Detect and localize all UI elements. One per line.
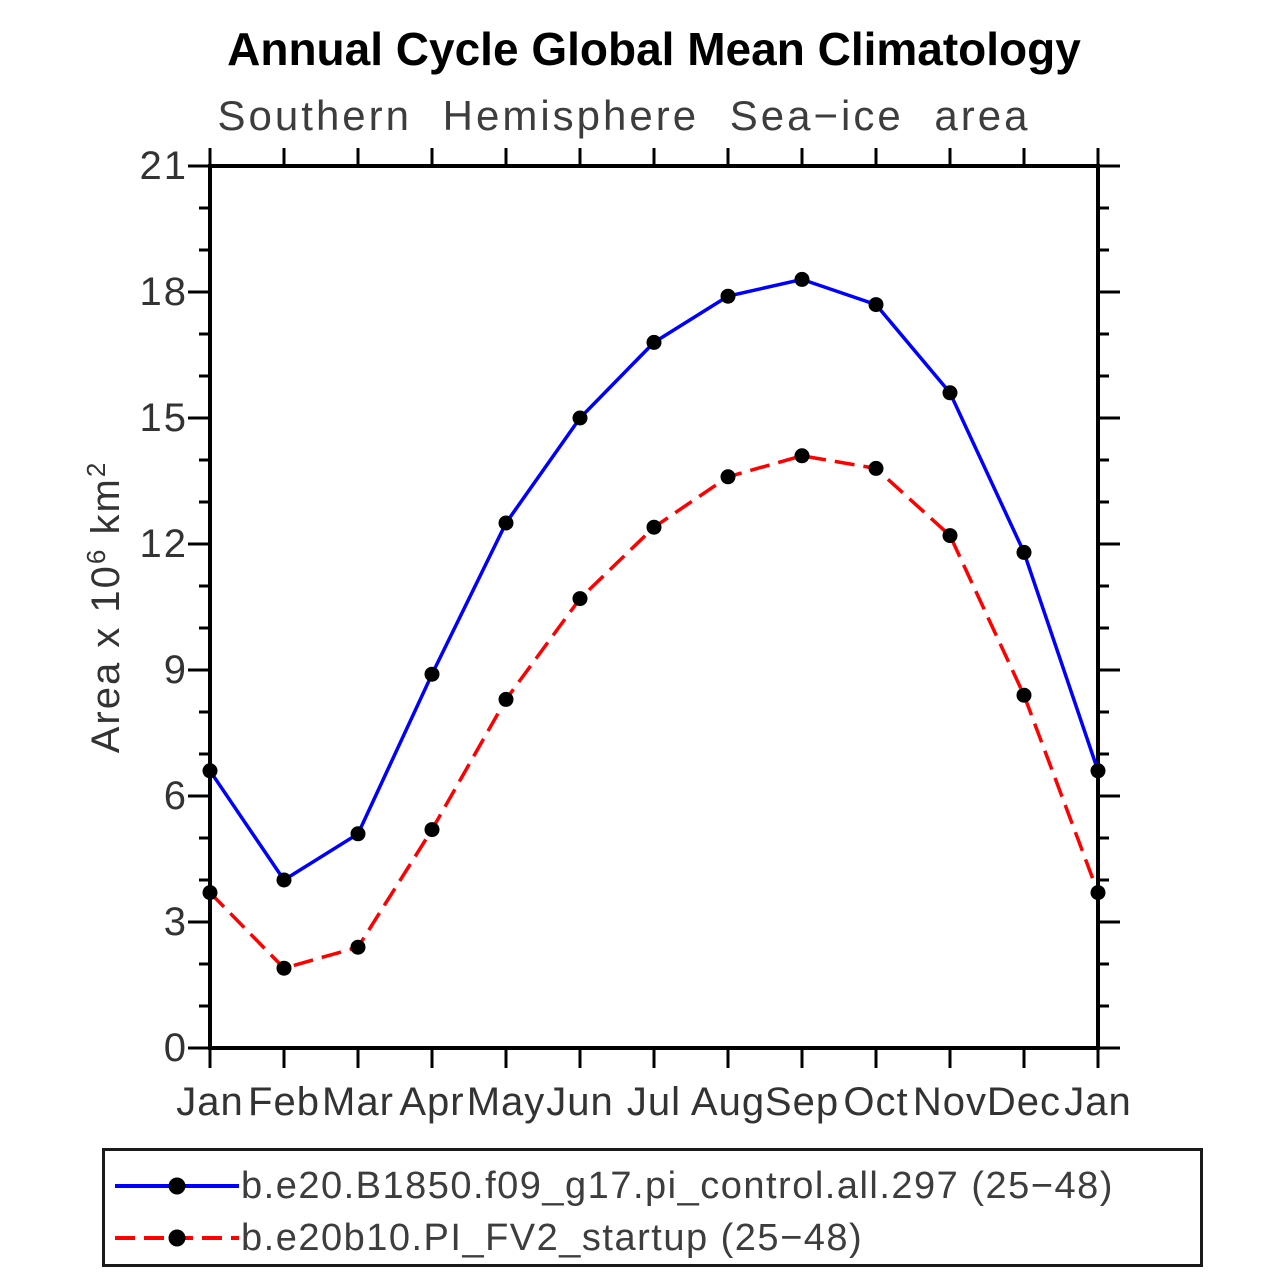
y-tick-label: 15 (139, 396, 188, 440)
x-tick-label: Jan (1064, 1080, 1132, 1124)
data-point-marker (276, 872, 292, 888)
x-tick-label: May (466, 1080, 546, 1124)
x-tick-label: Jan (176, 1080, 244, 1124)
legend-sample-line (115, 1229, 239, 1247)
data-point-marker (868, 297, 884, 313)
x-tick-label: Dec (986, 1080, 1062, 1124)
data-point-marker (720, 288, 736, 304)
legend-sample-marker (168, 1229, 186, 1247)
data-point-marker (350, 939, 366, 955)
x-tick-label: Jul (626, 1080, 682, 1124)
data-point-marker (794, 271, 810, 287)
y-axis-title: Area x 106 km2 (81, 461, 129, 754)
data-point-marker (350, 826, 366, 842)
x-tick-label: Mar (322, 1080, 394, 1124)
data-point-marker (1016, 687, 1032, 703)
series-line (208, 277, 1100, 883)
data-point-marker (424, 666, 440, 682)
data-point-marker (276, 960, 292, 976)
chart-subtitle: Southern Hemisphere Sea−ice area (217, 92, 1031, 139)
data-point-marker (1090, 885, 1106, 901)
data-point-marker (794, 448, 810, 464)
data-point-marker (1016, 544, 1032, 560)
data-point-marker (202, 763, 218, 779)
x-tick-label: Aug (690, 1080, 766, 1124)
data-point-marker (942, 528, 958, 544)
legend-item: b.e20.B1850.f09_g17.pi_control.all.297 (… (113, 1162, 1114, 1210)
data-point-marker (646, 519, 662, 535)
data-point-marker (720, 469, 736, 485)
x-tick-label: Feb (248, 1080, 320, 1124)
data-point-marker (1090, 763, 1106, 779)
data-point-marker (424, 822, 440, 838)
data-point-marker (498, 515, 514, 531)
legend-item: b.e20b10.PI_FV2_startup (25−48) (113, 1214, 863, 1262)
data-point-marker (202, 885, 218, 901)
y-axis-title-unit-exponent: 2 (80, 460, 111, 478)
y-tick-label: 3 (163, 900, 188, 944)
legend-label: b.e20b10.PI_FV2_startup (25−48) (241, 1217, 864, 1259)
y-tick-label: 9 (163, 648, 188, 692)
y-tick-label: 18 (139, 270, 188, 314)
legend-label: b.e20.B1850.f09_g17.pi_control.all.297 (… (241, 1165, 1114, 1207)
y-tick-label: 0 (163, 1026, 188, 1070)
data-point-marker (868, 460, 884, 476)
x-tick-label: Nov (912, 1080, 988, 1124)
x-tick-label: Jun (546, 1080, 614, 1124)
y-tick-label: 12 (139, 522, 188, 566)
data-point-marker (572, 410, 588, 426)
data-point-marker (646, 334, 662, 350)
chart-title: Annual Cycle Global Mean Climatology (227, 23, 1081, 75)
legend-sample-marker (168, 1177, 186, 1195)
x-tick-label: Apr (399, 1080, 465, 1124)
x-tick-label: Oct (843, 1080, 909, 1124)
data-point-marker (572, 591, 588, 607)
y-tick-label: 21 (139, 144, 188, 188)
y-tick-label: 6 (163, 774, 188, 818)
data-point-marker (498, 691, 514, 707)
x-tick-label: Sep (764, 1080, 840, 1124)
data-point-marker (942, 385, 958, 401)
legend: b.e20.B1850.f09_g17.pi_control.all.297 (… (102, 1148, 1203, 1267)
legend-sample-line (115, 1177, 239, 1195)
